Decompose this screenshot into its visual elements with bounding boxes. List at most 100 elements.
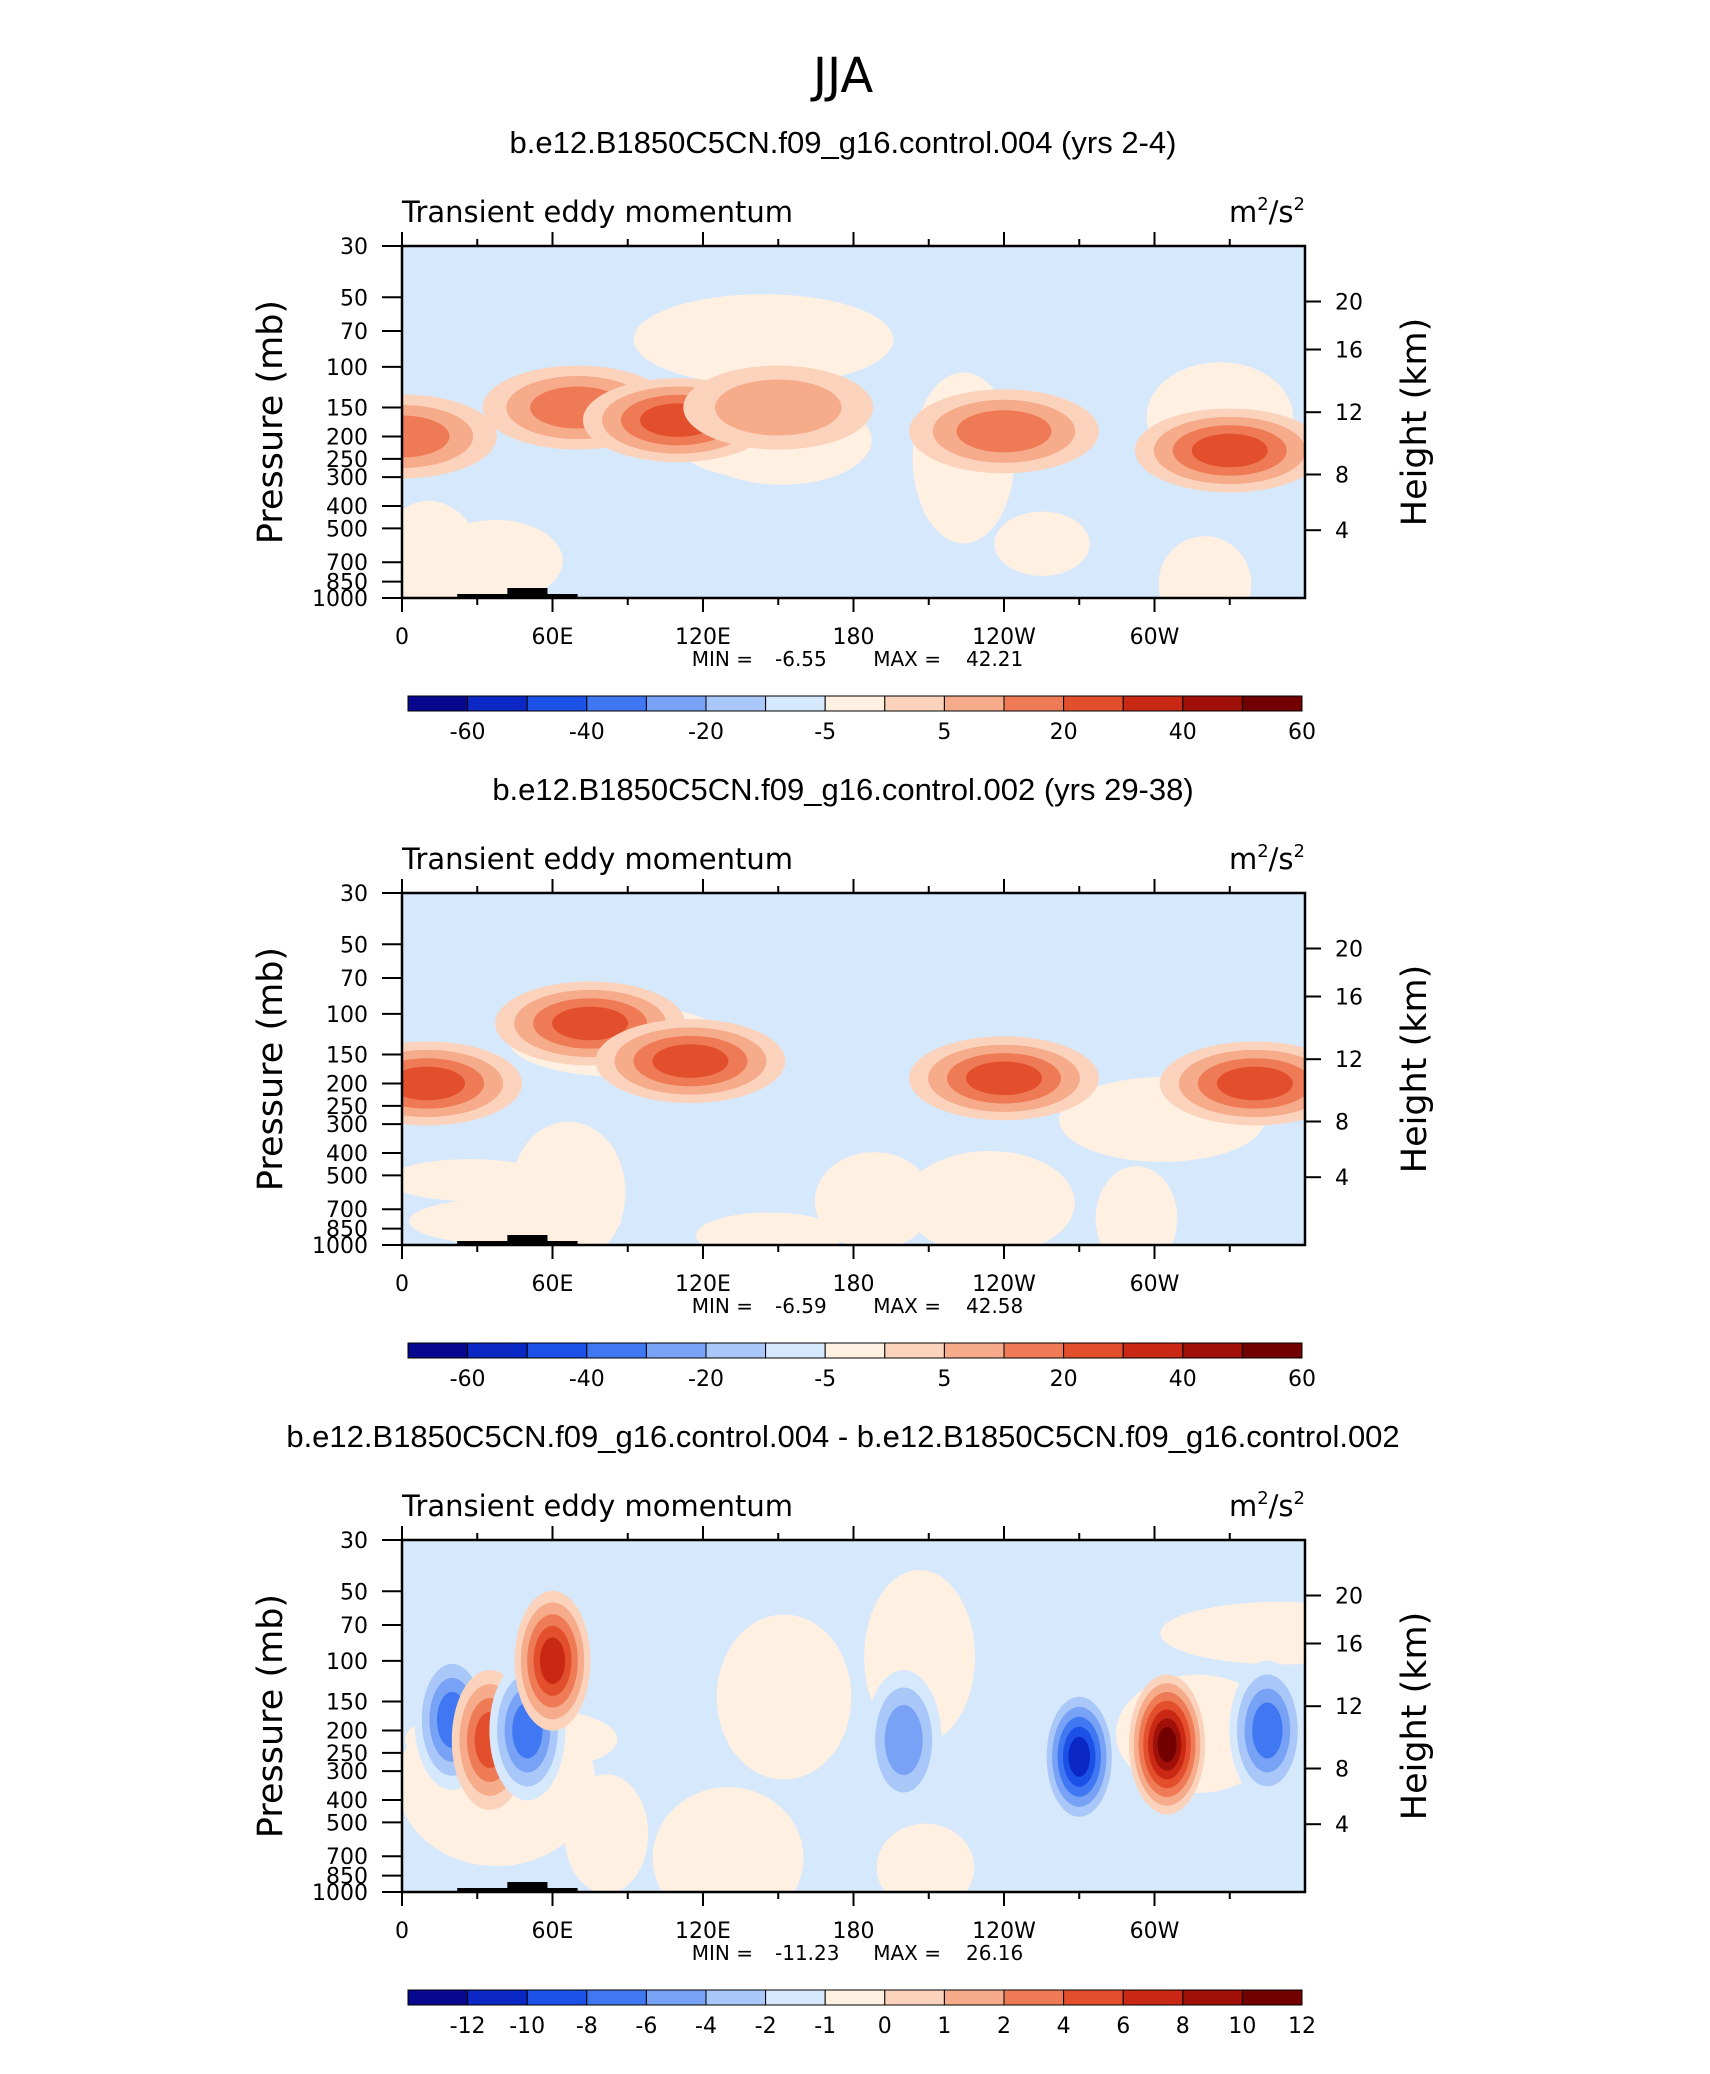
max-label: MAX =	[873, 1294, 941, 1318]
colorbar-label: 10	[1228, 2014, 1256, 2039]
y-tick-label: 1000	[312, 1881, 368, 1906]
contour-patch	[564, 1774, 649, 1892]
y-tick-label: 70	[340, 1614, 368, 1639]
contour-patch	[1160, 1601, 1305, 1665]
contour-patch	[652, 1787, 804, 1892]
colorbar-label: 40	[1169, 1367, 1197, 1392]
y-tick-label: 250	[326, 448, 368, 473]
contour-level	[714, 379, 842, 436]
y-tick-label: 50	[340, 1580, 368, 1605]
contour-level	[1157, 1726, 1177, 1762]
colorbar-swatch	[1122, 1342, 1184, 1359]
min-value: -11.23	[775, 1941, 839, 1965]
x-tick-label: 180	[833, 1919, 875, 1944]
y-tick-label: 300	[326, 1760, 368, 1785]
figure-title: JJA	[810, 48, 873, 104]
y2-tick-label: 16	[1335, 1633, 1363, 1658]
y-tick-label: 700	[326, 1845, 368, 1870]
x-tick-label: 180	[833, 1272, 875, 1297]
y-tick-label: 50	[340, 286, 368, 311]
chart-panel-3: b.e12.B1850C5CN.f09_g16.control.004 - b.…	[251, 1419, 1435, 2039]
colorbar-label: 20	[1050, 720, 1078, 745]
y-tick-label: 300	[326, 1113, 368, 1138]
y-tick-label: 400	[326, 1789, 368, 1814]
y2-axis-title: Height (km)	[1395, 965, 1435, 1174]
y2-tick-label: 4	[1335, 519, 1349, 544]
contour-level	[956, 410, 1052, 453]
y-tick-label: 150	[326, 1044, 368, 1069]
colorbar-label: -60	[450, 720, 486, 745]
units-label: m2/s2	[1229, 194, 1305, 229]
colorbar-label: 40	[1169, 720, 1197, 745]
units-label: m2/s2	[1229, 1488, 1305, 1523]
y-tick-label: 400	[326, 495, 368, 520]
min-value: -6.55	[775, 647, 827, 671]
y-axis-title: Pressure (mb)	[251, 947, 291, 1191]
y-tick-label: 300	[326, 466, 368, 491]
y2-tick-label: 12	[1335, 401, 1363, 426]
colorbar-label: -12	[450, 2014, 486, 2039]
x-tick-label: 120E	[675, 625, 731, 650]
x-tick-label: 120W	[972, 625, 1036, 650]
colorbar-swatch	[1241, 1342, 1303, 1359]
colorbar: -60 -40 -20 -5 5 20 40 60	[407, 1342, 1316, 1392]
colorbar-label: -40	[569, 720, 605, 745]
y-tick-label: 850	[326, 571, 368, 596]
colorbar-swatch	[1241, 1989, 1303, 2006]
x-tick-label: 120W	[972, 1919, 1036, 1944]
min-label: MIN =	[692, 1294, 753, 1318]
colorbar-swatch	[407, 1989, 469, 2006]
contour-level	[966, 1061, 1042, 1096]
contour-level	[552, 1006, 629, 1041]
colorbar-swatch	[1063, 1989, 1124, 2006]
colorbar-swatch	[526, 1989, 588, 2006]
y2-tick-label: 4	[1335, 1813, 1349, 1838]
y2-tick-label: 20	[1335, 291, 1363, 316]
x-tick-label: 60W	[1130, 625, 1180, 650]
y-axis-title: Pressure (mb)	[251, 300, 291, 544]
y-tick-label: 400	[326, 1142, 368, 1167]
colorbar-swatch	[467, 1989, 528, 2006]
y-tick-label: 150	[326, 1691, 368, 1716]
field-name-label: Transient eddy momentum	[401, 1489, 793, 1523]
x-tick-label: 120E	[675, 1919, 731, 1944]
colorbar-label: 12	[1288, 2014, 1316, 2039]
max-value: 42.58	[966, 1294, 1023, 1318]
colorbar-label: 8	[1176, 2014, 1190, 2039]
colorbar-swatch	[467, 1342, 528, 1359]
y-tick-label: 200	[326, 1719, 368, 1744]
contour-level	[402, 415, 450, 458]
contour-field	[402, 246, 1305, 598]
y-tick-label: 700	[326, 1198, 368, 1223]
max-label: MAX =	[873, 647, 941, 671]
x-tick-label: 60W	[1130, 1272, 1180, 1297]
max-value: 26.16	[966, 1941, 1023, 1965]
contour-patch	[1158, 536, 1252, 598]
contour-level	[1191, 433, 1268, 468]
x-tick-label: 60E	[532, 1272, 574, 1297]
contour-level	[652, 1044, 729, 1078]
colorbar-label: -20	[688, 720, 724, 745]
y-tick-label: 1000	[312, 1234, 368, 1259]
contour-patch	[633, 294, 894, 385]
colorbar-swatch	[765, 1989, 826, 2006]
y-tick-label: 250	[326, 1095, 368, 1120]
colorbar-label: -60	[450, 1367, 486, 1392]
colorbar-label: -4	[695, 2014, 717, 2039]
colorbar-label: -1	[814, 2014, 836, 2039]
y2-tick-label: 16	[1335, 339, 1363, 364]
colorbar-swatch	[705, 695, 767, 712]
colorbar-swatch	[943, 1342, 1005, 1359]
y-axis-title: Pressure (mb)	[251, 1594, 291, 1838]
panel-title: b.e12.B1850C5CN.f09_g16.control.004 (yrs…	[510, 125, 1177, 160]
colorbar-swatch	[1182, 1989, 1243, 2006]
colorbar-swatch	[884, 1989, 945, 2006]
contour-patch	[402, 1159, 552, 1201]
colorbar-swatch	[705, 1342, 767, 1359]
y-tick-label: 700	[326, 551, 368, 576]
colorbar-swatch	[467, 695, 528, 712]
colorbar-swatch	[1122, 1989, 1184, 2006]
y2-tick-label: 4	[1335, 1166, 1349, 1191]
x-tick-label: 0	[395, 1272, 409, 1297]
colorbar-swatch	[586, 1342, 647, 1359]
